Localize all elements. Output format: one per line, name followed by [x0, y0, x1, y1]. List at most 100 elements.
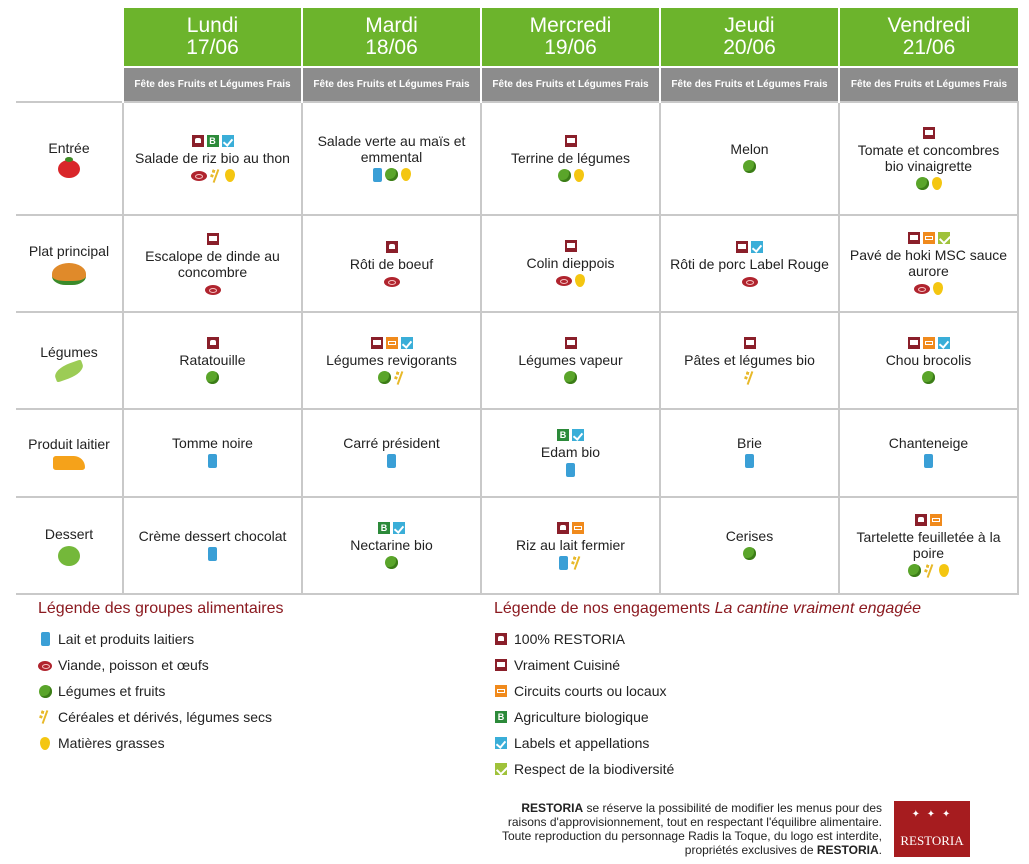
restoria-tag-icon	[206, 337, 219, 349]
food-group-icons	[840, 282, 1017, 295]
dish-name: Melon	[730, 141, 769, 157]
biodiversity-tag-icon	[937, 232, 950, 244]
legend-icon-wrap: B	[494, 711, 508, 723]
tomato-icon	[58, 156, 80, 178]
day-date: 21/06	[902, 36, 956, 59]
day-date: 18/06	[365, 36, 418, 59]
food-group-icons	[661, 275, 838, 287]
engagement-tags	[840, 513, 1017, 526]
day-name: Vendredi	[887, 14, 971, 37]
vegetable-fruit-icon	[915, 177, 929, 190]
cheese-icon	[53, 456, 85, 470]
restoria-tag-icon	[557, 521, 569, 534]
restoria-tag-icon	[191, 134, 204, 147]
dish-name: Cerises	[725, 528, 774, 544]
cereal-icon	[210, 169, 222, 183]
legend-icon-wrap	[38, 736, 52, 750]
cereal-icon	[924, 564, 936, 578]
menu-cell: Légumes revigorants	[302, 311, 482, 409]
cereal-icon	[39, 710, 51, 724]
day-header-vendredi: Vendredi 21/06	[838, 8, 1018, 67]
course-label: Dessert	[44, 525, 94, 542]
fat-drop-icon	[933, 282, 943, 295]
engagement-tags	[482, 337, 659, 349]
dish-name: Terrine de légumes	[510, 150, 631, 166]
restoria-logo: ✦ ✦ ✦ RESTORIA	[894, 801, 970, 857]
meat-icon	[556, 276, 572, 286]
engagement-tags	[840, 337, 1017, 349]
menu-cell: Riz au lait fermier	[481, 496, 661, 595]
day-theme: Fête des Fruits et Légumes Frais	[122, 66, 302, 102]
menu-cell: Tomme noire	[123, 408, 303, 497]
food-group-icons	[124, 454, 301, 468]
vegetable-fruit-icon	[206, 371, 219, 384]
cuisine-tag-icon	[907, 337, 920, 349]
dish-name: Tomme noire	[172, 435, 253, 451]
food-group-icons	[661, 160, 838, 173]
menu-cell: B Salade de riz bio au thon	[123, 101, 303, 215]
engagement-tags	[303, 240, 480, 253]
food-group-icons	[661, 454, 838, 468]
footer-line: propriétés exclusives de RESTORIA.	[470, 843, 882, 857]
circuit-court-tag-icon	[572, 521, 584, 534]
food-group-icons	[303, 454, 480, 468]
bio-tag-icon: B	[557, 429, 569, 441]
legend-item-label: Labels et appellations	[514, 735, 650, 751]
engagement-tags	[661, 240, 838, 253]
dish-name: Chanteneige	[888, 435, 969, 451]
cuisine-tag-icon	[743, 336, 756, 349]
meat-icon	[190, 170, 207, 181]
milk-icon	[745, 454, 754, 468]
legend-icon-wrap	[38, 632, 52, 646]
dish-name: Ratatouille	[179, 352, 246, 368]
food-group-icons	[482, 463, 659, 477]
legend-item: B Agriculture biologique	[494, 704, 921, 730]
dish-name: Légumes revigorants	[326, 351, 457, 368]
apple-icon	[58, 545, 80, 566]
menu-cell: Rôti de boeuf	[302, 214, 482, 312]
vegetable-fruit-icon	[564, 371, 577, 384]
menu-cell: Crème dessert chocolat	[123, 496, 303, 595]
label-tag-icon	[393, 522, 405, 534]
food-group-icons	[124, 168, 301, 183]
dish-name: Crème dessert chocolat	[138, 527, 287, 544]
cuisine-tag-icon	[736, 240, 748, 253]
logo-stars: ✦ ✦ ✦	[911, 809, 953, 820]
engagement-tags	[840, 232, 1017, 244]
legend-item: Légumes et fruits	[38, 678, 284, 704]
engagement-tags	[482, 135, 659, 147]
dish-name: Salade de riz bio au thon	[135, 149, 290, 166]
legend-engagements-title-italic: La cantine vraiment engagée	[714, 600, 922, 617]
day-date: 19/06	[544, 36, 597, 59]
fat-drop-icon	[224, 168, 235, 182]
green-beans-icon	[52, 358, 86, 383]
menu-cell: Pâtes et légumes bio	[660, 311, 840, 409]
footer-line-1: se réserve la possibilité de modifier le…	[583, 801, 882, 815]
cereal-icon	[394, 371, 406, 385]
course-label-cell: Entrée	[16, 101, 124, 215]
day-theme: Fête des Fruits et Légumes Frais	[301, 66, 481, 102]
menu-cell: Rôti de porc Label Rouge	[660, 214, 840, 312]
label-tag-icon	[221, 134, 234, 147]
dish-name: Brie	[737, 435, 762, 451]
fat-drop-icon	[939, 563, 949, 577]
day-header-mardi: Mardi 18/06	[301, 8, 481, 67]
menu-table: Lundi 17/06 Mardi 18/06 Mercredi 19/06 Jeud…	[16, 8, 1019, 595]
day-name: Lundi	[186, 14, 239, 37]
cuisine-tag-icon	[564, 337, 577, 349]
fat-drop-icon	[40, 736, 50, 750]
cereal-icon	[571, 556, 583, 570]
menu-cell: Salade verte au maïs et emmental	[302, 101, 482, 215]
footer-brand: RESTORIA	[521, 801, 584, 815]
engagement-tags	[482, 240, 659, 252]
day-date: 20/06	[723, 36, 776, 59]
circuit-court-tag-icon	[495, 685, 507, 697]
food-group-icons	[482, 274, 659, 287]
dish-name: Tartelette feuilletée à la poire	[856, 528, 1001, 561]
food-group-icons	[303, 275, 480, 287]
dish-name: Pavé de hoki MSC sauce aurore	[849, 247, 1008, 279]
day-header-mercredi: Mercredi 19/06	[480, 8, 660, 67]
menu-cell: Tomate et concombres bio vinaigrette	[839, 101, 1019, 215]
menu-cell: Brie	[660, 408, 840, 497]
biodiversity-tag-icon	[495, 763, 507, 775]
